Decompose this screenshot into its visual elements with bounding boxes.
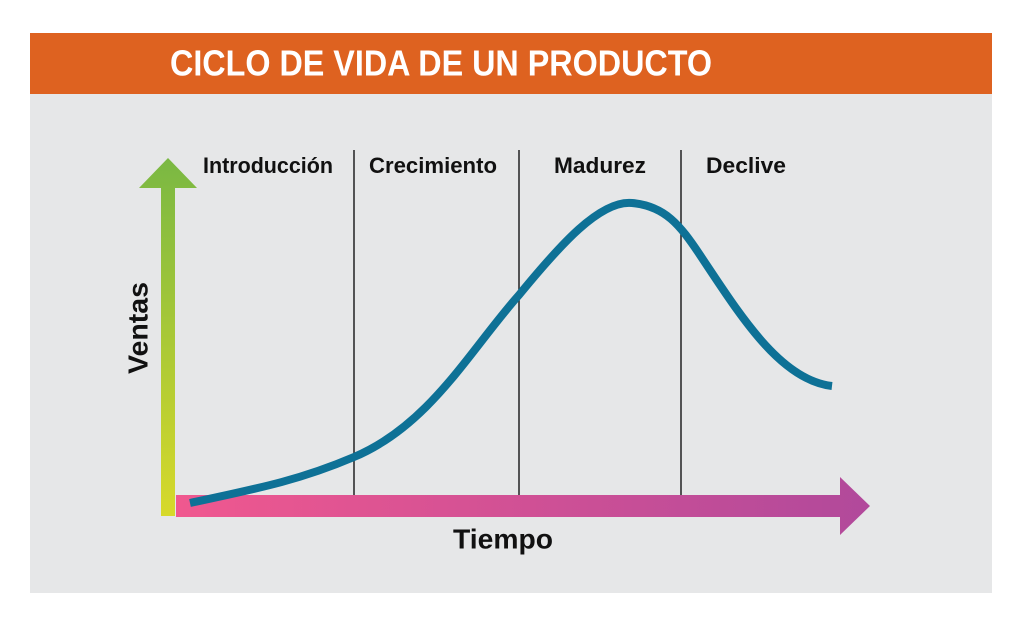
x-axis-arrow [176,477,870,535]
title: CICLO DE VIDA DE UN PRODUCTO [170,43,712,84]
y-axis-arrow [139,158,197,516]
header-bar [30,33,992,94]
sales-curve [189,198,833,507]
stage-label: Introducción [203,153,333,178]
y-axis-label: Ventas [122,282,153,374]
stage-label: Madurez [554,153,646,178]
dividers [353,150,682,497]
stage-label: Declive [706,153,786,178]
stage-label: Crecimiento [369,153,497,178]
x-axis-label: Tiempo [453,523,553,554]
